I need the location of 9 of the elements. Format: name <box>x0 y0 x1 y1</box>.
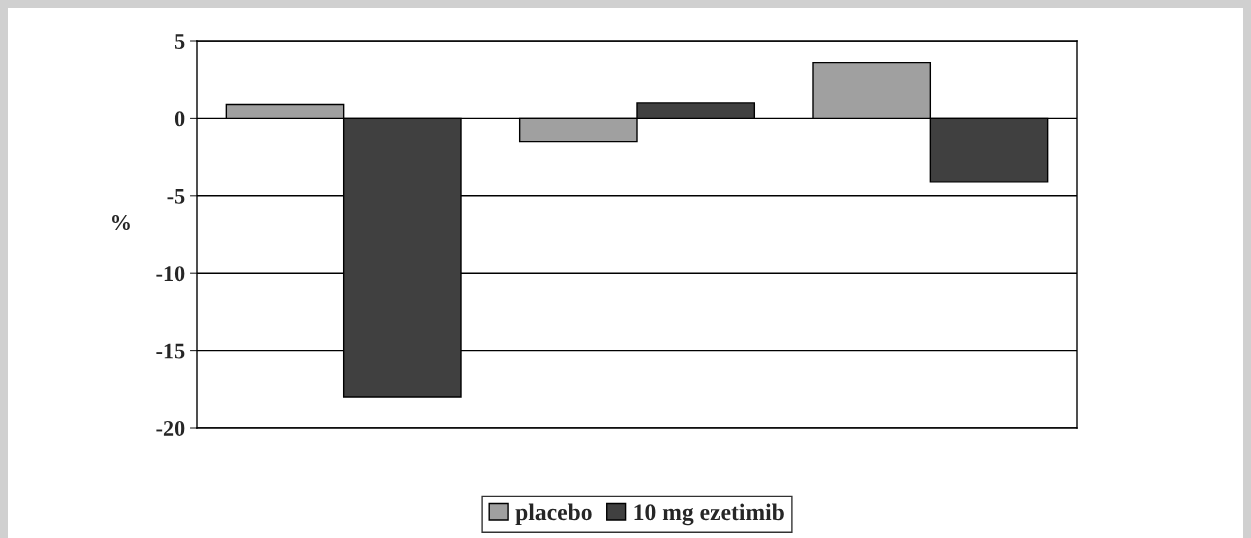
y-tick-label: -20 <box>156 420 185 436</box>
y-axis-title: % <box>112 214 130 231</box>
legend-label: 10 mg ezetimib <box>634 503 784 526</box>
y-tick-label: 0 <box>174 111 185 127</box>
legend-label: placebo <box>515 503 592 526</box>
y-tick-label: -15 <box>156 343 185 359</box>
y-tick-label: -5 <box>167 188 185 204</box>
y-tick-label: -10 <box>156 266 185 282</box>
y-tick-label: 5 <box>174 34 185 49</box>
